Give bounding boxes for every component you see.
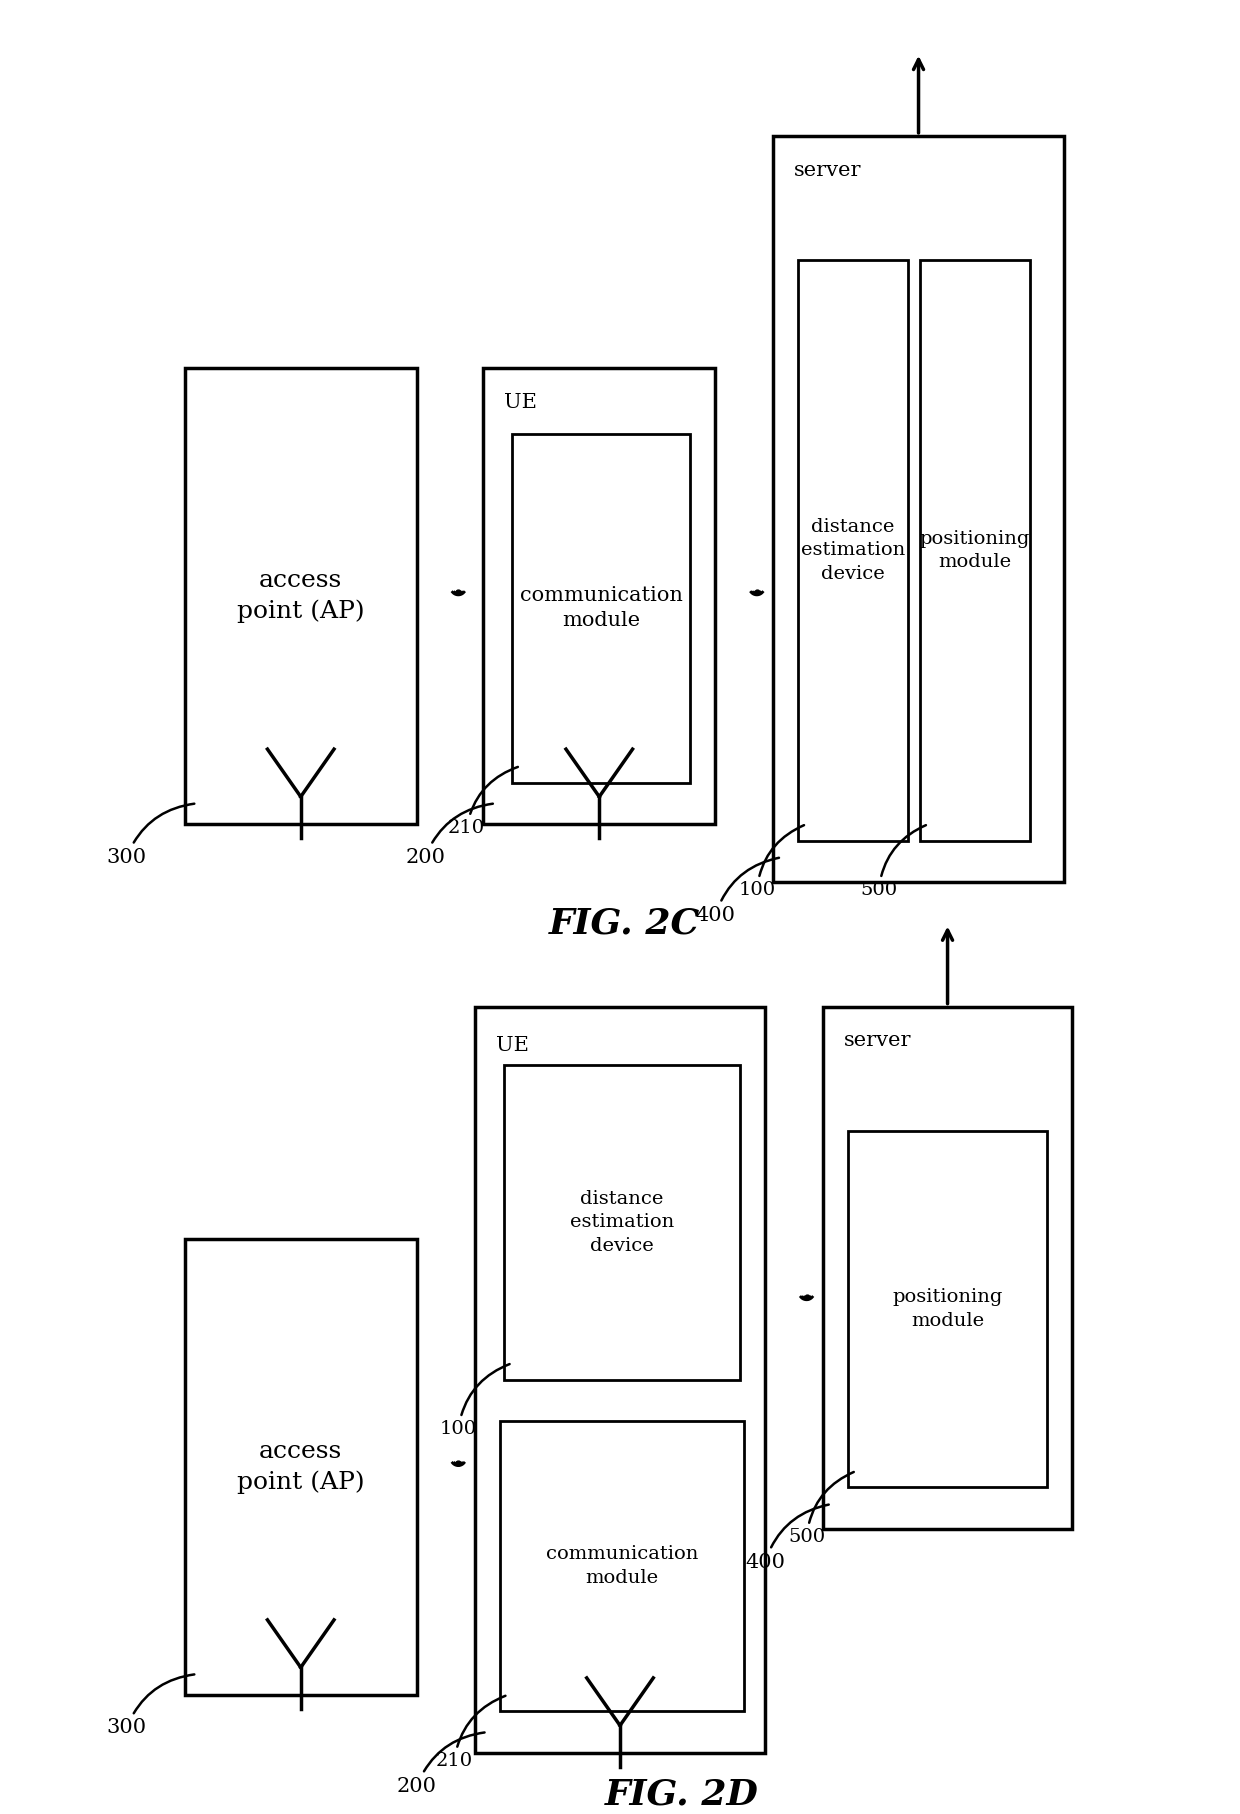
Bar bbox=[503, 1065, 740, 1380]
Text: distance
estimation
device: distance estimation device bbox=[570, 1190, 675, 1255]
Text: 300: 300 bbox=[107, 1674, 195, 1738]
Text: access
point (AP): access point (AP) bbox=[237, 570, 365, 622]
Text: access
point (AP): access point (AP) bbox=[237, 1440, 365, 1493]
Bar bbox=[185, 368, 417, 824]
Text: positioning
module: positioning module bbox=[893, 1288, 1003, 1330]
Text: UE: UE bbox=[503, 394, 537, 412]
Text: server: server bbox=[844, 1032, 911, 1050]
Text: 100: 100 bbox=[738, 825, 804, 900]
Text: distance
estimation
device: distance estimation device bbox=[801, 517, 905, 582]
Bar bbox=[500, 1420, 744, 1711]
Bar bbox=[799, 259, 908, 840]
Text: positioning
module: positioning module bbox=[920, 530, 1030, 571]
Bar bbox=[185, 1239, 417, 1694]
Text: 200: 200 bbox=[405, 804, 492, 867]
Text: 500: 500 bbox=[789, 1471, 854, 1546]
Text: FIG. 2C: FIG. 2C bbox=[548, 907, 699, 941]
Bar bbox=[920, 259, 1029, 840]
Text: UE: UE bbox=[496, 1036, 528, 1054]
Bar bbox=[823, 1007, 1071, 1529]
Text: 400: 400 bbox=[696, 858, 779, 925]
Text: FIG. 2D: FIG. 2D bbox=[605, 1778, 759, 1812]
Text: 210: 210 bbox=[435, 1696, 506, 1770]
Text: 200: 200 bbox=[397, 1732, 485, 1796]
Bar bbox=[848, 1130, 1047, 1487]
Text: 210: 210 bbox=[448, 767, 518, 838]
Bar bbox=[512, 434, 691, 782]
Text: communication
module: communication module bbox=[520, 586, 683, 631]
Bar bbox=[774, 136, 1064, 882]
Bar bbox=[475, 1007, 765, 1752]
Text: 500: 500 bbox=[861, 825, 926, 900]
Text: 100: 100 bbox=[440, 1364, 510, 1439]
Text: server: server bbox=[794, 161, 862, 180]
Text: 400: 400 bbox=[745, 1504, 828, 1571]
Bar bbox=[484, 368, 715, 824]
Text: communication
module: communication module bbox=[546, 1546, 698, 1587]
Text: 300: 300 bbox=[107, 804, 195, 867]
